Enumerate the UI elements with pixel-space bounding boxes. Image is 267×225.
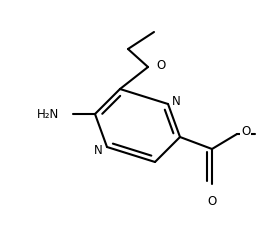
Text: N: N [94, 144, 103, 157]
Text: H₂N: H₂N [37, 108, 59, 121]
Text: N: N [172, 95, 181, 108]
Text: O: O [241, 125, 250, 138]
Text: O: O [207, 194, 217, 207]
Text: O: O [156, 59, 165, 72]
